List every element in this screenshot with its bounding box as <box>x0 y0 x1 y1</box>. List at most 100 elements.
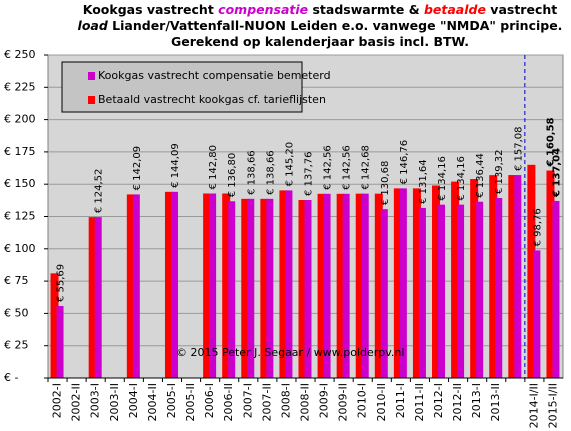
bar <box>317 193 326 378</box>
title-run: vastrecht <box>486 2 557 17</box>
legend-label: Kookgas vastrecht compensatie bemeterd <box>98 69 331 82</box>
value-label: € 98,76 <box>532 208 543 246</box>
y-tick-label: € 225 <box>4 80 36 93</box>
x-tick-label: 2008-II <box>299 383 312 421</box>
x-tick-label: 2003-I <box>89 383 102 418</box>
bar <box>527 164 536 378</box>
bar <box>247 198 255 378</box>
bar <box>279 190 288 378</box>
value-label: € 142,80 <box>208 145 219 190</box>
bar <box>203 193 212 378</box>
x-tick-label: 2013-II <box>489 383 502 421</box>
x-tick-label: 2011-I <box>394 383 407 418</box>
title-run: betaalde <box>424 2 486 17</box>
value-label: € 142,56 <box>323 145 334 190</box>
bar <box>164 191 173 378</box>
bar <box>476 201 484 378</box>
value-label: € 136,80 <box>227 153 238 198</box>
bar <box>56 306 64 378</box>
x-tick-label: 2009-II <box>337 383 350 421</box>
value-label: € 145,20 <box>284 142 295 187</box>
legend-swatch <box>88 72 95 80</box>
bar <box>470 179 479 378</box>
title-run: Liander/Vattenfall-NUON Leiden e.o. vanw… <box>108 18 563 33</box>
bar <box>222 193 231 378</box>
y-tick-label: € 100 <box>4 242 36 255</box>
bar <box>228 201 236 378</box>
x-tick-label: 2007-II <box>260 383 273 421</box>
x-tick-label: 2012-II <box>451 383 464 421</box>
x-tick-label: 2013-I <box>470 383 483 418</box>
value-label: € 144,09 <box>170 143 181 188</box>
bar <box>355 193 364 378</box>
bar <box>418 207 426 378</box>
bar <box>393 188 402 378</box>
x-tick-label: 2006-II <box>222 383 235 421</box>
title-run: Gerekend op kalenderjaar basis incl. BTW… <box>171 34 469 49</box>
chart-title: Gerekend op kalenderjaar basis incl. BTW… <box>171 34 469 49</box>
bar <box>342 193 350 378</box>
value-label: € 137,76 <box>304 151 315 196</box>
x-tick-label: 2004-I <box>127 383 140 418</box>
bar <box>451 181 460 378</box>
bar <box>495 197 503 378</box>
x-tick-label: 2004-II <box>146 383 159 421</box>
x-tick-label: 2002-I <box>51 383 64 418</box>
y-tick-label: € 75 <box>4 274 29 287</box>
x-tick-label: 2006-I <box>203 383 216 418</box>
bar <box>552 200 560 378</box>
bar <box>361 193 369 378</box>
y-tick-label: € 250 <box>4 48 36 61</box>
bar <box>533 250 541 378</box>
y-tick-label: € 150 <box>4 177 36 190</box>
bar <box>412 188 421 378</box>
bar <box>298 200 307 378</box>
chart-title: Kookgas vastrecht compensatie stadswarmt… <box>83 2 558 17</box>
bar <box>266 198 274 378</box>
x-tick-label: 2011-II <box>413 383 426 421</box>
legend-box <box>61 61 303 113</box>
value-label: € 55,69 <box>56 264 67 302</box>
value-label: € 131,64 <box>418 159 429 204</box>
x-tick-label: 2005-II <box>184 383 197 421</box>
title-run: stadswarmte & <box>308 2 424 17</box>
legend-swatch <box>88 96 95 104</box>
bar <box>380 209 388 378</box>
x-tick-label: 2007-I <box>241 383 254 418</box>
bar <box>50 273 59 378</box>
x-tick-label: 2010-II <box>375 383 388 421</box>
value-label: € 137,04 <box>551 148 562 198</box>
x-tick-label: 2009-I <box>318 383 331 418</box>
x-tick-label: 2005-I <box>165 383 178 418</box>
value-label: € 160,58 <box>545 117 556 167</box>
y-tick-label: € - <box>4 371 18 384</box>
bar <box>546 170 555 378</box>
annotation: © 2015 Peter J. Segaar / www.polderpv.nl <box>176 346 404 359</box>
bar <box>457 204 465 378</box>
bar <box>94 217 102 378</box>
bar <box>336 193 345 378</box>
bar <box>132 194 140 378</box>
value-label: € 134,16 <box>437 156 448 201</box>
bar <box>432 185 441 378</box>
value-label: € 142,09 <box>132 146 143 191</box>
bar <box>88 217 97 378</box>
bar <box>323 193 331 378</box>
value-label: € 134,16 <box>456 156 467 201</box>
x-tick-label: 2014-I/II <box>527 383 540 428</box>
value-label: € 136,44 <box>475 153 486 198</box>
value-label: € 157,08 <box>513 127 524 172</box>
legend-label: Betaald vastrecht kookgas cf. tarieflijs… <box>98 93 326 106</box>
bar <box>489 175 498 378</box>
value-label: € 130,68 <box>380 161 391 206</box>
bar <box>399 188 407 378</box>
bar <box>438 204 446 378</box>
title-run: load <box>78 18 109 33</box>
x-tick-label: 2012-I <box>432 383 445 418</box>
value-label: € 146,76 <box>399 140 410 185</box>
y-tick-label: € 50 <box>4 306 29 319</box>
bar <box>285 190 293 378</box>
bar <box>209 193 217 378</box>
y-tick-label: € 25 <box>4 339 29 352</box>
